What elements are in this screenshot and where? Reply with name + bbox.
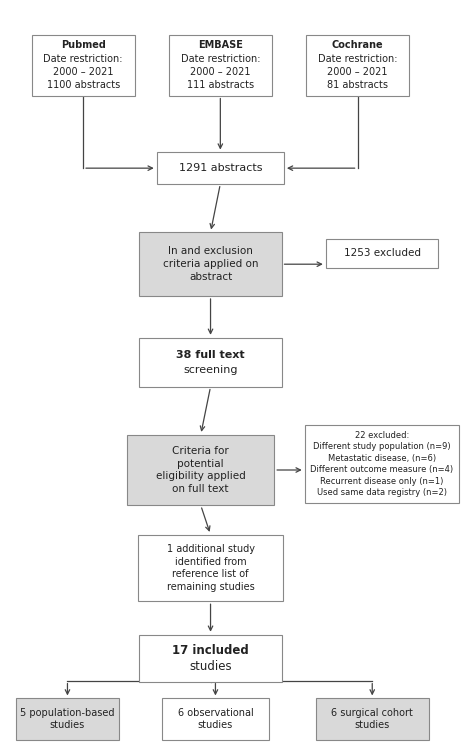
Text: Cochrane: Cochrane	[332, 40, 383, 51]
Text: 6 surgical cohort
studies: 6 surgical cohort studies	[331, 708, 413, 731]
FancyBboxPatch shape	[316, 699, 428, 740]
Text: Date restriction:: Date restriction:	[181, 54, 260, 63]
FancyBboxPatch shape	[162, 699, 269, 740]
Text: 2000 – 2021: 2000 – 2021	[190, 67, 251, 77]
Text: 17 included: 17 included	[172, 644, 249, 656]
Text: Criteria for
potential
eligibility applied
on full text: Criteria for potential eligibility appli…	[156, 446, 246, 494]
FancyBboxPatch shape	[16, 699, 119, 740]
Text: 1291 abstracts: 1291 abstracts	[179, 163, 262, 173]
Text: 2000 – 2021: 2000 – 2021	[53, 67, 113, 77]
Text: Date restriction:: Date restriction:	[44, 54, 123, 63]
Text: 2000 – 2021: 2000 – 2021	[327, 67, 388, 77]
Text: 38 full text: 38 full text	[176, 350, 245, 359]
Text: 111 abstracts: 111 abstracts	[187, 80, 254, 90]
Text: Date restriction:: Date restriction:	[318, 54, 397, 63]
FancyBboxPatch shape	[139, 338, 282, 387]
Text: In and exclusion
criteria applied on
abstract: In and exclusion criteria applied on abs…	[163, 246, 258, 282]
Text: 22 excluded:
Different study population (n=9)
Metastatic disease, (n=6)
Differen: 22 excluded: Different study population …	[310, 431, 454, 497]
FancyBboxPatch shape	[127, 434, 274, 505]
FancyBboxPatch shape	[32, 35, 135, 96]
Text: 5 population-based
studies: 5 population-based studies	[20, 708, 115, 731]
FancyBboxPatch shape	[305, 425, 459, 504]
FancyBboxPatch shape	[306, 35, 409, 96]
Text: 1253 excluded: 1253 excluded	[344, 248, 420, 258]
Text: 6 observational
studies: 6 observational studies	[178, 708, 253, 731]
FancyBboxPatch shape	[139, 635, 282, 682]
Text: 1100 abstracts: 1100 abstracts	[46, 80, 120, 90]
Text: screening: screening	[183, 365, 238, 375]
Text: Pubmed: Pubmed	[61, 40, 106, 51]
FancyBboxPatch shape	[139, 232, 282, 296]
FancyBboxPatch shape	[169, 35, 272, 96]
Text: studies: studies	[189, 660, 232, 673]
FancyBboxPatch shape	[156, 153, 284, 184]
Text: EMBASE: EMBASE	[198, 40, 243, 51]
FancyBboxPatch shape	[326, 239, 438, 268]
Text: 81 abstracts: 81 abstracts	[327, 80, 388, 90]
Text: 1 additional study
identified from
reference list of
remaining studies: 1 additional study identified from refer…	[166, 544, 255, 592]
FancyBboxPatch shape	[138, 535, 283, 601]
